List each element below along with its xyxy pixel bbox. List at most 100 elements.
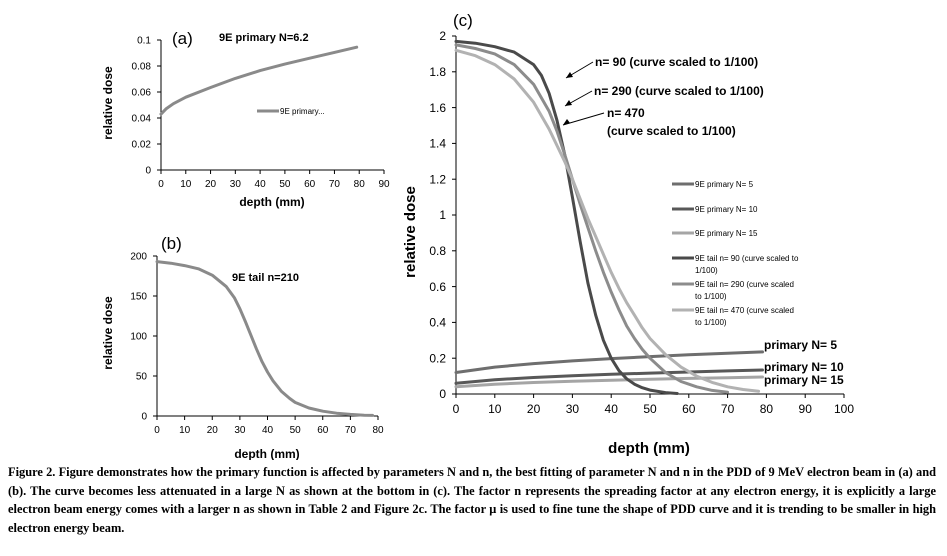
panel-a-x-tick-label: 0 bbox=[158, 179, 164, 190]
panel-c-y-tick-label: 1.8 bbox=[429, 65, 446, 79]
figure-caption: Figure 2. Figure demonstrates how the pr… bbox=[8, 465, 936, 535]
panel-b-series-line-0 bbox=[155, 260, 374, 417]
panel-b-y-tick-label: 50 bbox=[136, 372, 148, 383]
panel-b-y-tick-label: 200 bbox=[130, 252, 147, 263]
panel-b-x-tick-label: 20 bbox=[207, 425, 219, 436]
panel-c: (c) 0 10 20 30 40 50 60 70 80 90 100 0 0.2 0.4 0.6 0.8 1… bbox=[402, 11, 854, 457]
panel-c-x-tick-label: 60 bbox=[682, 402, 696, 416]
panel-c-x-tick-label: 100 bbox=[834, 402, 854, 416]
arrow-n90-head bbox=[566, 72, 573, 78]
panel-b-x-tick-label: 70 bbox=[345, 425, 357, 436]
legend-label-primary-n5: 9E primary N= 5 bbox=[695, 180, 754, 189]
panel-c-y-tick-label: 1.6 bbox=[429, 101, 446, 115]
panel-c-y-tick-label: 0.6 bbox=[429, 280, 446, 294]
panel-c-xlabel: depth (mm) bbox=[608, 440, 690, 457]
panel-a-x-tick-label: 40 bbox=[255, 179, 267, 190]
panel-a-x-tick-label: 60 bbox=[304, 179, 316, 190]
panel-c-y-tick-label: 0 bbox=[439, 387, 446, 401]
panel-b: (b) 0 10 20 30 40 50 60 70 80 0 50 100 150 200 9E tai… bbox=[101, 234, 384, 460]
legend-label-primary-n15: 9E primary N= 15 bbox=[695, 229, 758, 238]
panel-a: (a) 0 10 20 30 40 50 60 70 80 90 0 0.02 0.04 0.06 0.08… bbox=[101, 29, 390, 209]
arrow-n470-head bbox=[563, 119, 570, 125]
panel-a-y-tick-label: 0.04 bbox=[132, 114, 152, 125]
panel-b-tick-labels: 0 10 20 30 40 50 60 70 80 0 50 100 150 200 bbox=[130, 252, 384, 437]
panel-a-y-tick-label: 0.06 bbox=[132, 88, 152, 99]
panel-c-x-tick-label: 50 bbox=[643, 402, 657, 416]
panel-c-series-line-3 bbox=[454, 39, 679, 395]
annotation-primary-n10: primary N= 10 bbox=[764, 360, 844, 374]
panel-b-x-tick-label: 30 bbox=[234, 425, 246, 436]
legend-label-primary-n10: 9E primary N= 10 bbox=[695, 205, 758, 214]
panel-a-x-tick-label: 90 bbox=[378, 179, 390, 190]
panel-b-axes bbox=[153, 255, 379, 420]
panel-a-y-tick-label: 0.08 bbox=[132, 62, 152, 73]
panel-a-ylabel: relative dose bbox=[101, 66, 115, 140]
panel-c-series-line-1 bbox=[454, 368, 764, 385]
panel-b-x-tick-label: 40 bbox=[262, 425, 274, 436]
panel-c-x-tick-label: 20 bbox=[527, 402, 541, 416]
panel-c-ylabel: relative dose bbox=[402, 186, 419, 278]
panel-b-x-tick-label: 50 bbox=[290, 425, 302, 436]
legend-label-tail-n290: 9E tail n= 290 (curve scaled to 1/100) bbox=[695, 280, 796, 301]
panel-c-series-line-4 bbox=[454, 43, 730, 394]
panel-c-x-tick-label: 0 bbox=[453, 402, 460, 416]
panel-a-tick-labels: 0 10 20 30 40 50 60 70 80 90 0 0.02 0.04 0.06 0.08 0.1 bbox=[132, 36, 390, 191]
panel-a-series-line-0 bbox=[159, 45, 359, 116]
annotation-n470: n= 470 bbox=[607, 106, 645, 120]
panel-b-x-tick-label: 80 bbox=[372, 425, 384, 436]
panel-b-x-tick-label: 0 bbox=[154, 425, 160, 436]
panel-a-y-tick-label: 0 bbox=[145, 166, 151, 177]
panel-c-label: (c) bbox=[453, 11, 473, 30]
panel-c-x-tick-label: 10 bbox=[488, 402, 502, 416]
panel-c-x-tick-label: 70 bbox=[721, 402, 735, 416]
panel-c-y-tick-label: 0.2 bbox=[429, 351, 446, 365]
panel-a-x-tick-label: 80 bbox=[354, 179, 366, 190]
panel-c-y-tick-label: 1.2 bbox=[429, 172, 446, 186]
panel-a-x-tick-label: 20 bbox=[205, 179, 217, 190]
panel-a-label: (a) bbox=[172, 29, 193, 48]
panel-c-tick-labels: 0 10 20 30 40 50 60 70 80 90 100 0 0.2 0.4 0.6 0.8 1 1.2 1… bbox=[429, 29, 854, 416]
panel-b-y-tick-label: 150 bbox=[130, 292, 147, 303]
panel-a-x-tick-label: 70 bbox=[329, 179, 341, 190]
annotation-n290: n= 290 (curve scaled to 1/100) bbox=[594, 84, 764, 98]
panel-c-series-line-5 bbox=[454, 48, 761, 393]
panel-b-title: 9E tail n=210 bbox=[232, 272, 299, 284]
annotation-n90: n= 90 (curve scaled to 1/100) bbox=[595, 55, 758, 69]
panel-a-title: 9E primary N=6.2 bbox=[219, 32, 309, 44]
panel-a-x-tick-label: 50 bbox=[279, 179, 291, 190]
annotation-primary-n5: primary N= 5 bbox=[764, 338, 837, 352]
panel-b-y-tick-label: 100 bbox=[130, 332, 147, 343]
panel-b-y-tick-label: 0 bbox=[141, 412, 147, 423]
panel-c-y-tick-label: 2 bbox=[439, 29, 446, 43]
annotation-n470-note: (curve scaled to 1/100) bbox=[607, 124, 736, 138]
panel-a-xlabel: depth (mm) bbox=[239, 195, 304, 209]
panel-c-y-tick-label: 0.4 bbox=[429, 316, 446, 330]
panel-b-x-tick-label: 60 bbox=[317, 425, 329, 436]
annotation-primary-n15: primary N= 15 bbox=[764, 373, 844, 387]
panel-c-x-tick-label: 80 bbox=[760, 402, 774, 416]
panel-c-x-tick-label: 40 bbox=[605, 402, 619, 416]
panel-b-xlabel: depth (mm) bbox=[234, 447, 299, 460]
panel-a-x-tick-label: 10 bbox=[180, 179, 192, 190]
panel-c-x-tick-label: 30 bbox=[566, 402, 580, 416]
panel-b-x-tick-label: 10 bbox=[179, 425, 191, 436]
panel-c-y-tick-label: 1.4 bbox=[429, 137, 446, 151]
panel-b-label: (b) bbox=[161, 234, 182, 253]
panel-c-series bbox=[454, 39, 764, 395]
panel-b-ylabel: relative dose bbox=[101, 296, 115, 370]
panel-c-legend: 9E primary N= 5 9E primary N= 10 9E prim… bbox=[672, 180, 799, 327]
panel-c-axes bbox=[452, 35, 845, 398]
panel-c-y-tick-label: 1 bbox=[439, 208, 446, 222]
panel-a-y-tick-label: 0.1 bbox=[137, 36, 151, 47]
panel-a-series bbox=[159, 45, 359, 116]
panel-c-x-tick-label: 90 bbox=[799, 402, 813, 416]
figure-2: (a) 0 10 20 30 40 50 60 70 80 9000.020.040.060.08… bbox=[101, 11, 854, 460]
legend-label-tail-n470: 9E tail n= 470 (curve scaled to 1/100) bbox=[695, 306, 796, 327]
panel-c-y-tick-label: 0.8 bbox=[429, 244, 446, 258]
panel-a-y-tick-label: 0.02 bbox=[132, 140, 152, 151]
panel-a-legend-label: 9E primary... bbox=[280, 107, 325, 116]
panel-b-series bbox=[155, 260, 374, 417]
arrow-n290-head bbox=[565, 100, 572, 106]
panel-a-x-tick-label: 30 bbox=[230, 179, 242, 190]
panel-a-axes bbox=[157, 39, 385, 174]
